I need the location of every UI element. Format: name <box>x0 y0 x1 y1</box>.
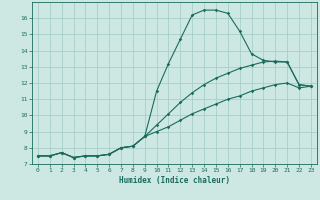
X-axis label: Humidex (Indice chaleur): Humidex (Indice chaleur) <box>119 176 230 185</box>
